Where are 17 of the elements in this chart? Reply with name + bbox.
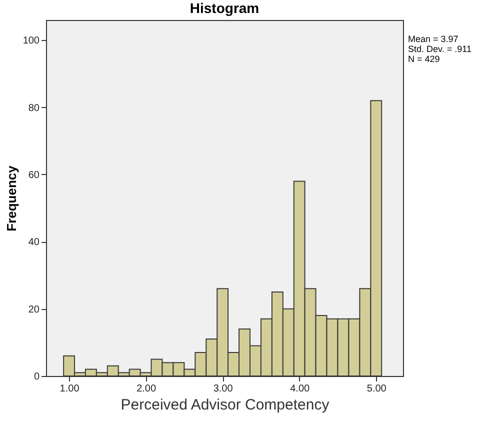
text: Mean = 3.97	[408, 34, 458, 44]
y-tick-label: 80	[28, 102, 40, 114]
y-tick-label: 100	[22, 36, 40, 47]
chart-title: Histogram	[190, 0, 260, 16]
y-tick-label: 20	[28, 304, 40, 316]
x-tick-label: 1.00	[60, 384, 80, 394]
text: N = 429	[408, 54, 440, 64]
x-tick-label: 2.00	[136, 384, 156, 394]
y-axis-title: Frequency	[4, 164, 19, 232]
text: Std. Dev. = .911	[408, 44, 472, 54]
y-tick-label: 60	[28, 170, 40, 181]
x-tick-label: 3.00	[213, 384, 234, 394]
x-tick-label: 5.00	[366, 384, 387, 394]
x-tick-label: 4.00	[290, 384, 310, 394]
y-tick-label: 40	[28, 237, 40, 248]
y-tick-label: 0	[34, 372, 40, 382]
x-axis-title: Perceived Advisor Competency	[120, 396, 330, 414]
